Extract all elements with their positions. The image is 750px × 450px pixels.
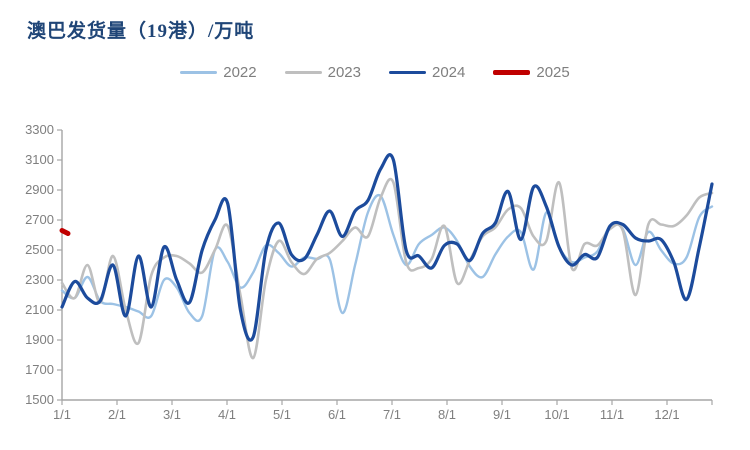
- y-tick-label: 2100: [25, 302, 54, 317]
- series-2025-point: [59, 228, 71, 236]
- y-tick-label: 1500: [25, 392, 54, 407]
- series-2024-line: [60, 153, 714, 342]
- y-tick-label: 1700: [25, 362, 54, 377]
- x-tick-label: 12/1: [654, 407, 680, 422]
- chart-legend: 2022 2023 2024 2025: [0, 65, 750, 80]
- y-tick-label: 3300: [25, 122, 54, 137]
- y-tick-label: 2900: [25, 182, 54, 197]
- legend-label-2023: 2023: [327, 64, 361, 81]
- legend-swatch-2022: [180, 71, 218, 74]
- x-tick-label: 2/1: [107, 407, 127, 422]
- x-tick-label: 1/1: [52, 407, 72, 422]
- legend-label-2022: 2022: [223, 64, 257, 81]
- y-tick-label: 1900: [25, 332, 54, 347]
- x-tick-label: 7/1: [382, 407, 402, 422]
- legend-label-2024: 2024: [432, 64, 466, 81]
- legend-item-2025: 2025: [493, 64, 570, 81]
- x-tick-label: 8/1: [437, 407, 457, 422]
- x-tick-label: 10/1: [544, 407, 570, 422]
- y-tick-label: 2500: [25, 242, 54, 257]
- y-tick-label: 3100: [25, 152, 54, 167]
- legend-item-2023: 2023: [284, 64, 361, 81]
- chart-title: 澳巴发货量（19港）/万吨: [27, 21, 255, 42]
- legend-swatch-2024: [389, 71, 426, 74]
- x-tick-label: 5/1: [272, 407, 292, 422]
- legend-swatch-2023: [284, 71, 322, 74]
- x-tick-label: 3/1: [162, 407, 182, 422]
- x-tick-label: 11/1: [599, 407, 625, 422]
- x-tick-label: 6/1: [327, 407, 347, 422]
- legend-label-2025: 2025: [536, 64, 570, 81]
- y-tick-label: 2700: [25, 212, 54, 227]
- y-tick-label: 2300: [25, 272, 54, 287]
- x-tick-label: 4/1: [217, 407, 237, 422]
- x-tick-label: 9/1: [492, 407, 512, 422]
- legend-swatch-2025: [493, 70, 531, 75]
- legend-item-2022: 2022: [180, 64, 257, 81]
- legend-item-2024: 2024: [389, 65, 465, 80]
